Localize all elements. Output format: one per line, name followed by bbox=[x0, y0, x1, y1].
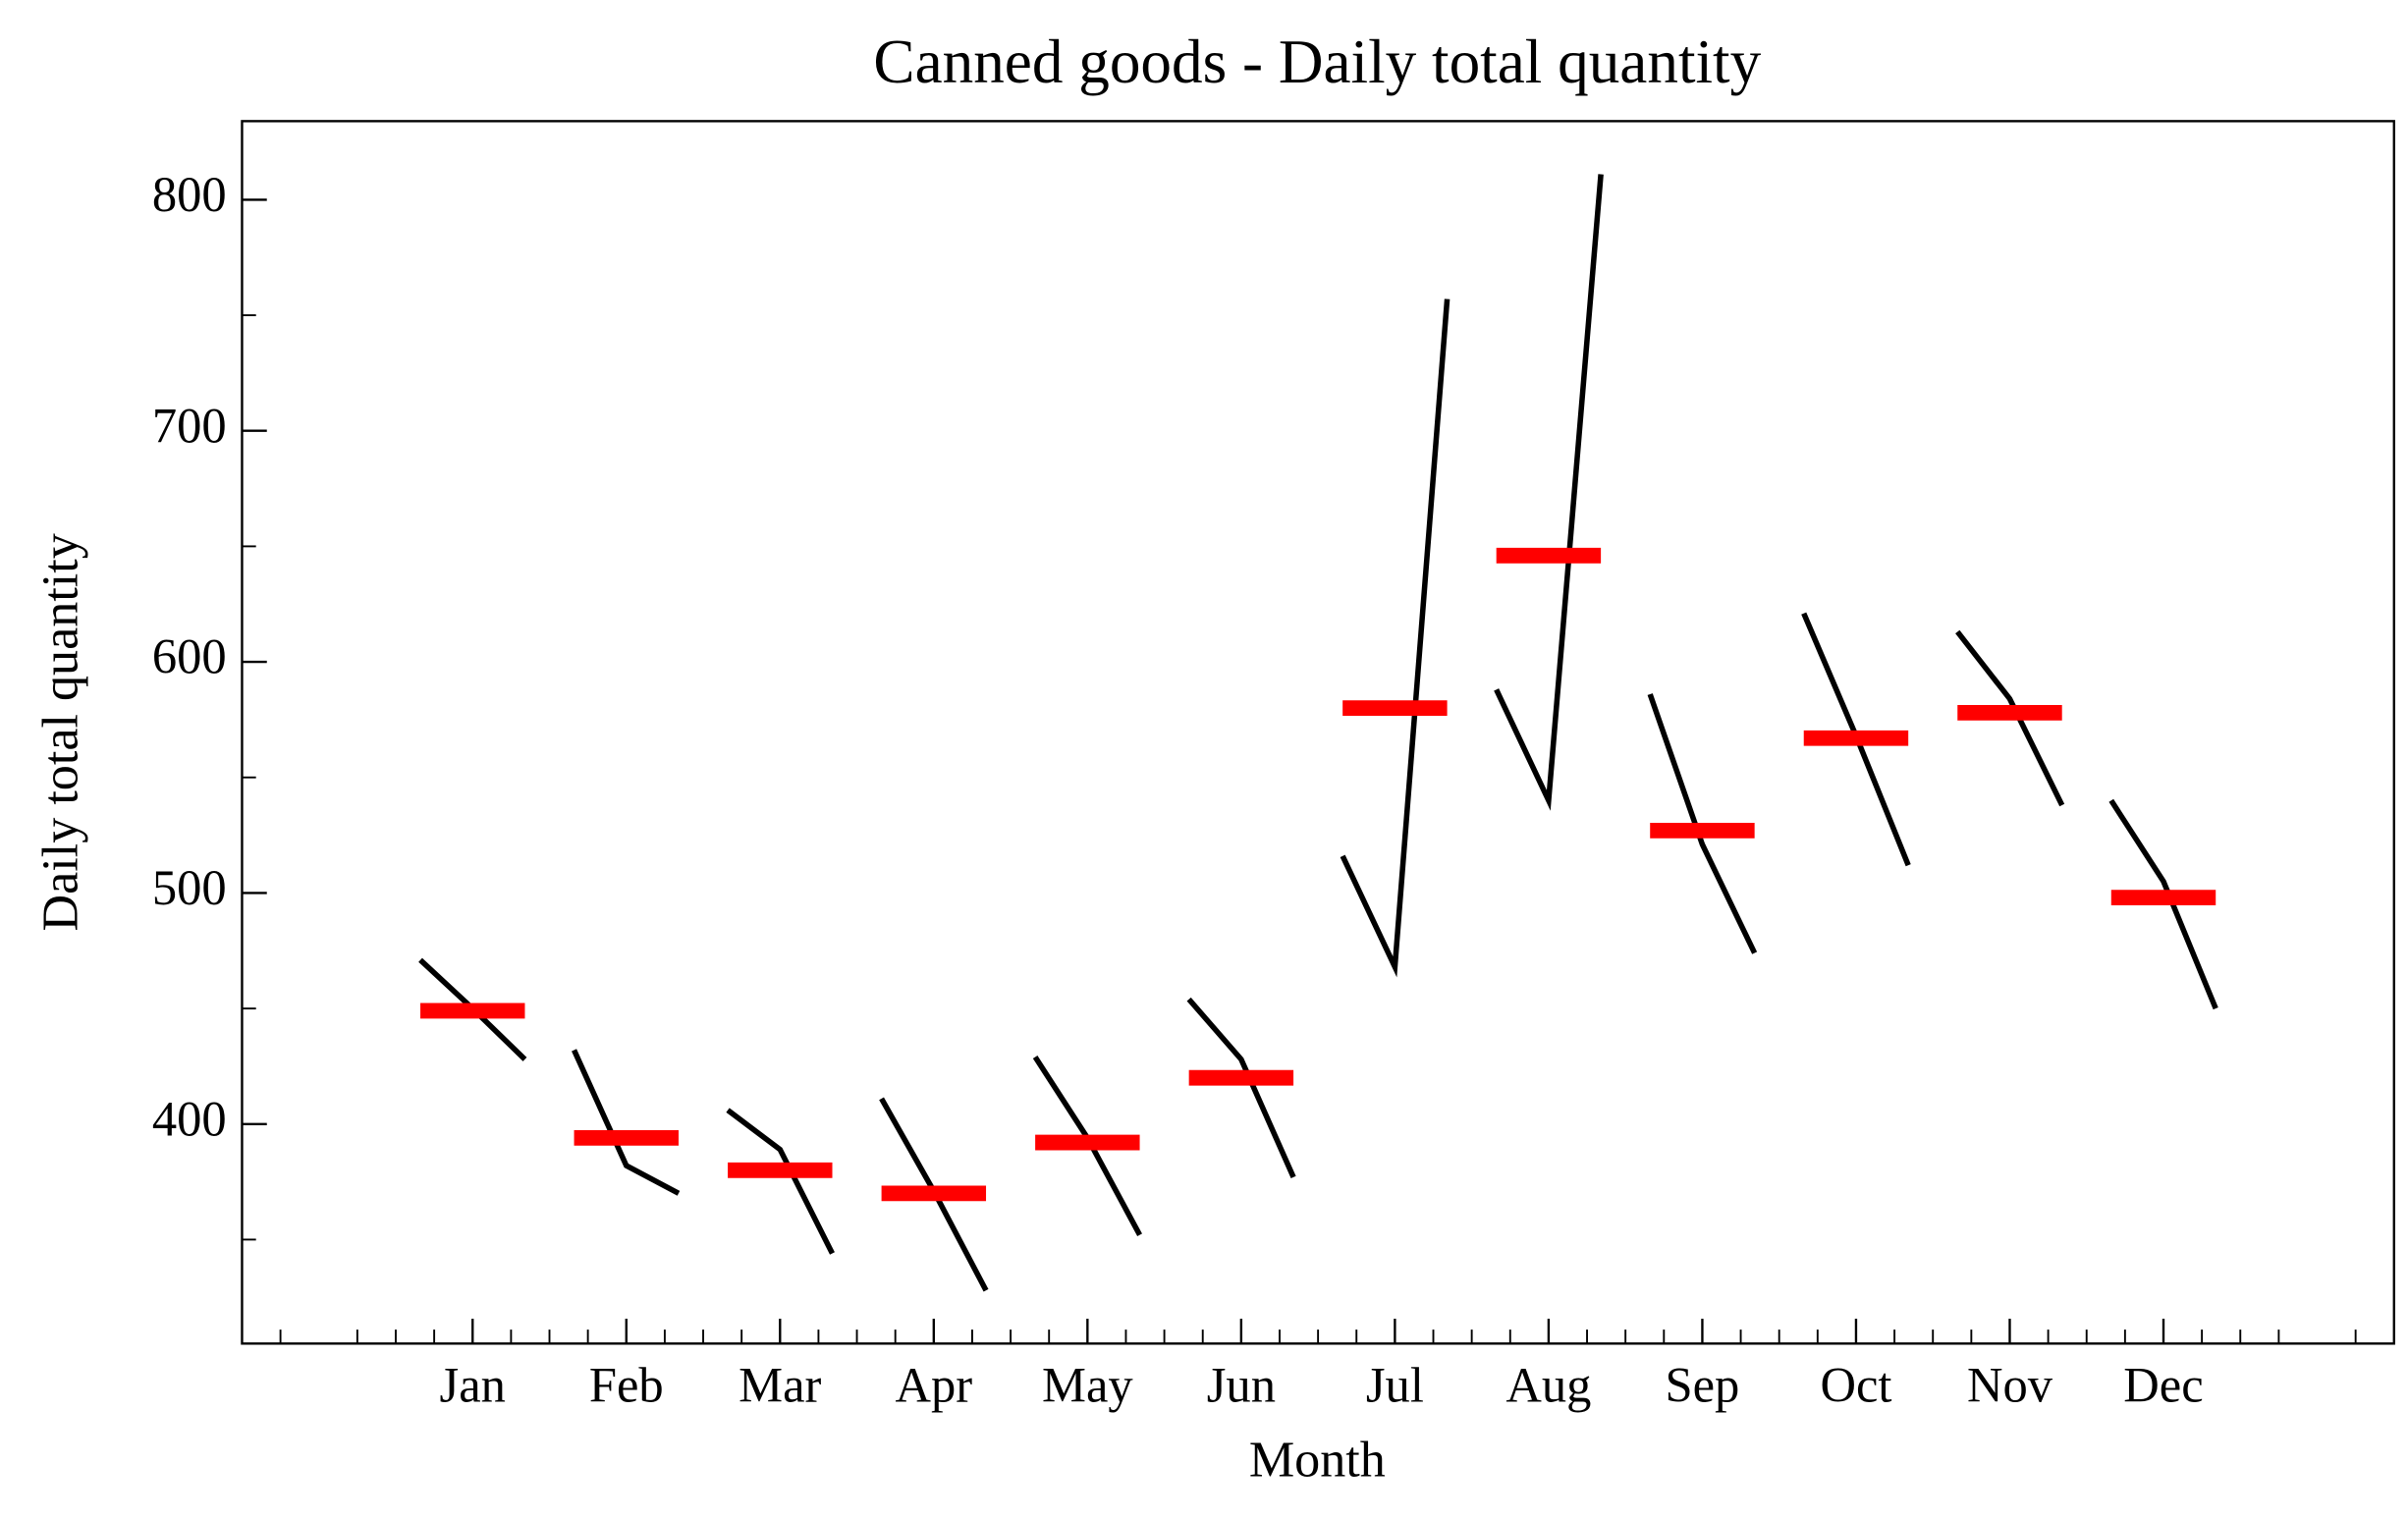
month-line bbox=[1186, 997, 1296, 1179]
y-tick-label: 500 bbox=[152, 860, 227, 915]
month-line bbox=[2108, 798, 2218, 1010]
month-line bbox=[1647, 693, 1758, 954]
y-tick-label: 700 bbox=[152, 398, 227, 453]
month-line bbox=[1494, 174, 1604, 811]
x-tick-label: Sep bbox=[1666, 1357, 1740, 1412]
x-tick-label: Nov bbox=[1967, 1357, 2053, 1412]
y-tick-label: 600 bbox=[152, 629, 227, 684]
x-tick-label: Oct bbox=[1820, 1357, 1891, 1412]
x-tick-label: Apr bbox=[896, 1357, 973, 1412]
x-tick-label: Jul bbox=[1366, 1357, 1424, 1412]
y-tick-label: 400 bbox=[152, 1091, 227, 1146]
x-tick-label: May bbox=[1042, 1357, 1133, 1412]
plot-frame bbox=[241, 120, 2395, 1345]
y-tick-label: 800 bbox=[152, 167, 227, 222]
month-line bbox=[1340, 298, 1450, 978]
x-tick-label: Aug bbox=[1505, 1357, 1591, 1412]
month-line bbox=[572, 1049, 681, 1196]
x-tick-label: Jun bbox=[1207, 1357, 1276, 1412]
x-axis-label: Month bbox=[1249, 1433, 1386, 1489]
x-tick-label: Dec bbox=[2123, 1357, 2203, 1412]
chart-title: Canned goods - Daily total quantity bbox=[873, 27, 1761, 96]
y-axis-label: Daily total quantity bbox=[32, 533, 88, 931]
x-tick-label: Jan bbox=[440, 1357, 506, 1412]
x-tick-label: Mar bbox=[739, 1357, 821, 1412]
x-tick-label: Feb bbox=[589, 1357, 664, 1412]
month-line bbox=[726, 1108, 835, 1255]
month-line bbox=[1955, 629, 2065, 807]
